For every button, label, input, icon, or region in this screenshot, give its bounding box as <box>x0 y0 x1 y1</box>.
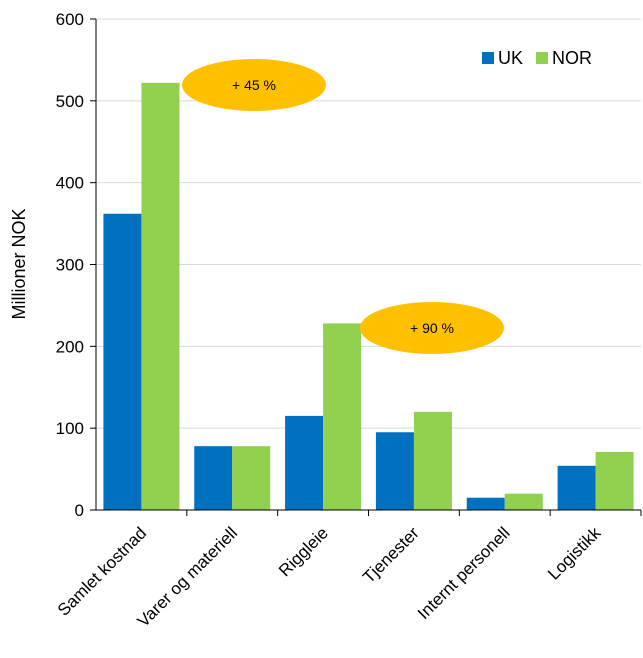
axes <box>90 18 642 516</box>
y-tick-label: 400 <box>56 174 84 193</box>
bars <box>103 82 634 510</box>
bar-nor-5 <box>504 493 543 510</box>
x-category-label: Varer og materiell <box>134 523 241 630</box>
bar-uk-6 <box>557 465 596 510</box>
annotations: + 45 % + 90 % <box>182 59 504 354</box>
y-tick-label: 600 <box>56 10 84 29</box>
y-tick-label: 200 <box>56 337 84 356</box>
y-tick-label: 500 <box>56 92 84 111</box>
x-category-label: Logistikk <box>544 523 605 584</box>
annotation-ellipse <box>360 302 504 354</box>
bar-uk-4 <box>375 432 414 510</box>
legend: UK NOR <box>482 48 592 68</box>
gridlines <box>96 18 641 429</box>
x-category-label: Riggleie <box>275 523 332 580</box>
annotation-label: + 45 % <box>232 77 276 93</box>
x-category-label: Internt personell <box>414 523 514 623</box>
y-tick-labels: 0 100 200 300 400 500 600 <box>56 10 84 520</box>
legend-label-uk: UK <box>498 48 523 68</box>
bar-nor-3 <box>323 323 362 510</box>
bar-nor-6 <box>595 451 634 510</box>
legend-label-nor: NOR <box>552 48 592 68</box>
bar-uk-5 <box>466 497 505 510</box>
y-tick-label: 300 <box>56 256 84 275</box>
legend-swatch-nor <box>536 52 548 64</box>
annotation-label: + 90 % <box>410 320 454 336</box>
bar-nor-4 <box>413 411 452 510</box>
bar-uk-1 <box>103 213 142 510</box>
annotation-ellipse <box>182 59 326 111</box>
bar-nor-2 <box>232 446 271 510</box>
legend-swatch-uk <box>482 52 494 64</box>
bar-uk-3 <box>285 415 324 510</box>
bar-uk-2 <box>194 446 233 510</box>
x-category-label: Tjenester <box>359 523 423 587</box>
y-tick-label: 100 <box>56 419 84 438</box>
y-tick-label: 0 <box>75 501 84 520</box>
bar-nor-1 <box>141 82 180 510</box>
y-axis-title: Millioner NOK <box>9 208 29 319</box>
x-category-label: Samlet kostnad <box>54 523 150 619</box>
